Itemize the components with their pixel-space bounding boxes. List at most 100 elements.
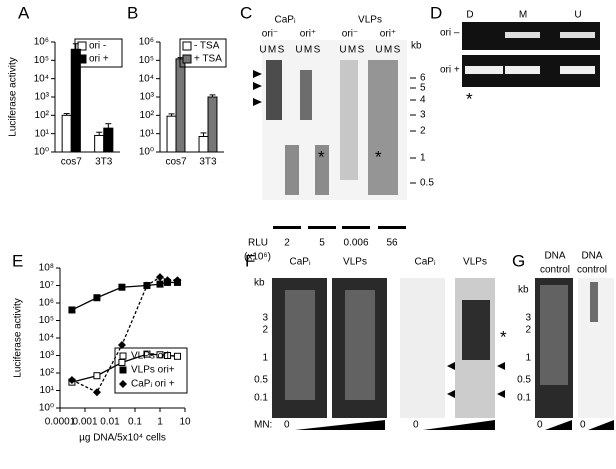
x-tick-label: cos7: [165, 157, 187, 168]
marker: [118, 358, 126, 366]
x-tick-label: 0.1: [128, 417, 142, 428]
star: *: [500, 327, 507, 346]
y-tick-label: 10⁰: [34, 147, 49, 158]
bar: [175, 58, 186, 153]
lane-label: D: [466, 10, 473, 21]
marker: [163, 276, 172, 285]
wedge: [295, 420, 385, 430]
smear: [285, 290, 315, 400]
star: *: [375, 147, 382, 166]
lane-label: U: [375, 45, 382, 56]
gel-f: [400, 278, 445, 418]
y-tick-label: 10¹: [140, 128, 155, 139]
rlu-value: 0.006: [343, 238, 368, 249]
legend-label: VLPs ori+: [131, 365, 175, 376]
rlu-label: RLU: [248, 238, 268, 249]
legend-box: [74, 38, 123, 68]
y-axis-label: Luciferase activity: [13, 298, 24, 377]
y-tick-label: 10⁰: [39, 403, 54, 414]
y-tick-label: 10⁴: [139, 73, 154, 84]
x-axis-label: µg DNA/5x10⁴ cells: [79, 433, 166, 444]
bar: [61, 114, 72, 153]
group-label: control: [577, 265, 607, 276]
y-tick-label: 10⁵: [34, 55, 49, 66]
bar: [198, 136, 209, 153]
bar: [207, 96, 218, 153]
wedge: [423, 420, 495, 430]
lane-label: U: [259, 45, 266, 56]
size-label: 0.5: [420, 178, 434, 189]
zero-label: 0: [413, 420, 419, 431]
band: [560, 32, 595, 38]
x-tick-label: 3T3: [199, 157, 217, 168]
size-label: 3: [262, 313, 268, 324]
legend-swatch: [77, 41, 87, 51]
size-unit: kb: [254, 278, 265, 289]
lane-label: M: [348, 45, 356, 56]
group-label: DNA: [581, 251, 602, 262]
size-label: 5: [420, 83, 426, 94]
y-tick-label: 10⁷: [39, 280, 54, 291]
legend-label: + TSA: [194, 54, 222, 65]
arrowhead: [447, 390, 455, 398]
y-tick-label: 10³: [140, 92, 155, 103]
subgroup-label: ori⁺: [380, 29, 396, 40]
marker: [68, 306, 76, 314]
legend-marker: [119, 366, 127, 374]
legend-label: ori -: [89, 41, 106, 52]
group-label: control: [540, 265, 570, 276]
rlu-unit: (x10⁶): [244, 252, 271, 263]
lane-label: M: [304, 45, 312, 56]
group-label: VLPs: [463, 257, 487, 268]
marker: [67, 375, 76, 384]
y-tick-label: 10³: [40, 350, 55, 361]
bar: [166, 115, 177, 153]
legend-label: CaPᵢ ori +: [131, 379, 175, 390]
group-label: CaPᵢ: [289, 257, 310, 268]
y-tick-label: 10⁵: [39, 315, 54, 326]
y-tick-label: 10²: [35, 110, 50, 121]
marker: [117, 340, 126, 349]
lane-label: M: [384, 45, 392, 56]
marker: [92, 388, 101, 397]
arrowhead: [253, 82, 262, 90]
x-tick-label: 10: [179, 417, 191, 428]
size-label: 0.5: [517, 375, 531, 386]
subgroup-label: ori⁻: [342, 29, 358, 40]
size-label: 4: [420, 95, 426, 106]
panel-letter: C: [240, 3, 252, 22]
lane-label: S: [314, 45, 321, 56]
lane-label: U: [295, 45, 302, 56]
lane-label: U: [574, 10, 581, 21]
size-unit: kb: [518, 285, 529, 296]
size-label: 2: [420, 126, 426, 137]
size-unit: kb: [411, 41, 422, 52]
y-tick-label: 10²: [40, 368, 55, 379]
legend-marker: [119, 380, 127, 388]
panel-letter: A: [18, 3, 30, 22]
y-tick-label: 10¹: [40, 385, 55, 396]
group-label: CaPᵢ: [414, 257, 435, 268]
rlu-value: 56: [386, 238, 398, 249]
bar: [94, 134, 105, 153]
smear: [340, 60, 358, 180]
band: [266, 60, 282, 120]
lane-label: S: [278, 45, 285, 56]
marker: [143, 350, 151, 358]
arrowhead: [253, 98, 262, 106]
size-label: 1: [262, 353, 268, 364]
size-label: 6: [420, 73, 426, 84]
x-tick-label: cos7: [61, 157, 83, 168]
marker: [173, 352, 181, 360]
lane-label: M: [519, 10, 527, 21]
group-label: VLPs: [358, 15, 382, 26]
smear: [462, 300, 490, 360]
smear: [540, 285, 568, 385]
subgroup-label: ori⁺: [300, 29, 316, 40]
legend-label: - TSA: [194, 41, 220, 52]
band: [300, 70, 312, 120]
subgroup-label: ori⁻: [262, 29, 278, 40]
band: [285, 145, 299, 195]
marker: [118, 283, 126, 291]
arrowhead: [497, 390, 505, 398]
